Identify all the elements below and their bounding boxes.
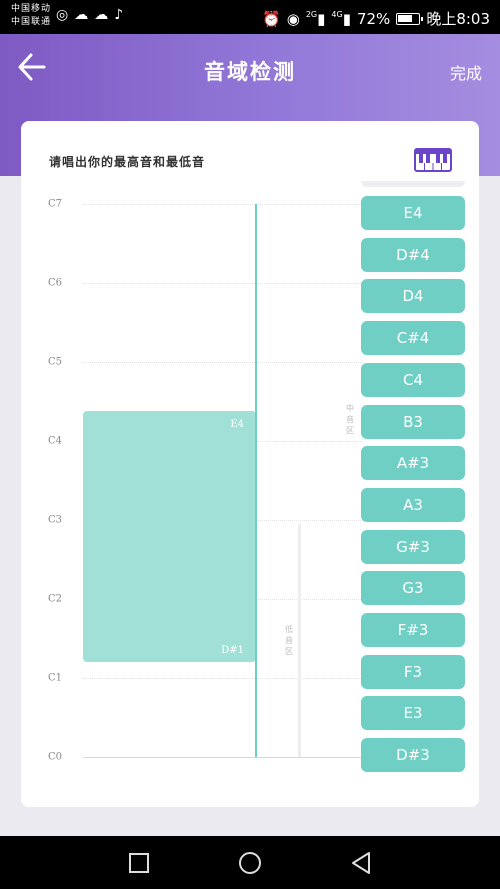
carrier-info: 中国移动 中国联通 bbox=[11, 3, 51, 29]
zone-separator-line bbox=[298, 524, 301, 757]
eye-icon: ◉ bbox=[286, 9, 300, 28]
gridline-c1 bbox=[83, 678, 363, 679]
note-button[interactable]: G3 bbox=[361, 571, 465, 606]
note-button[interactable]: E3 bbox=[361, 696, 465, 731]
cloud-icon: ☁ bbox=[94, 7, 109, 23]
page-title: 音域检测 bbox=[204, 59, 296, 84]
low-zone-label: 低音区 bbox=[285, 625, 293, 656]
back-button[interactable] bbox=[16, 50, 50, 84]
y-label-c7: C7 bbox=[48, 198, 63, 210]
signal-icon-1: 2G▮ bbox=[305, 9, 326, 28]
gridline-c7 bbox=[83, 204, 363, 205]
arrow-left-icon bbox=[18, 53, 46, 81]
status-right: ⏰ ◉ 2G▮ 4G▮ 72% 晚上8:03 bbox=[262, 8, 490, 29]
carrier-1: 中国移动 bbox=[11, 4, 52, 14]
vocal-range-bar: E4 D#1 bbox=[83, 411, 256, 662]
note-list-top-edge bbox=[361, 181, 465, 187]
status-bar: 中国移动 中国联通 ◎ ☁ ☁ ♪ ⏰ ◉ 2G▮ 4G▮ 72% 晚上8:03 bbox=[0, 0, 500, 34]
y-label-c6: C6 bbox=[48, 277, 63, 289]
note-button[interactable]: B3 bbox=[361, 404, 465, 439]
note-button[interactable]: G#3 bbox=[361, 529, 465, 564]
range-top-label: E4 bbox=[230, 419, 244, 430]
note-button[interactable]: F3 bbox=[361, 654, 465, 689]
y-label-c4: C4 bbox=[48, 435, 63, 447]
weibo-icon: ◎ bbox=[56, 7, 69, 23]
wechat-icon: ☁ bbox=[74, 7, 89, 23]
note-list[interactable]: E4 D#4 D4 C#4 C4 B3 A#3 A3 G#3 G3 F#3 F3 E3 D#3 bbox=[361, 181, 465, 807]
signal-icon-2: 4G▮ bbox=[331, 9, 351, 28]
piano-keyboard-button[interactable] bbox=[414, 148, 452, 172]
clock: 晚上8:03 bbox=[426, 10, 490, 28]
tiktok-icon: ♪ bbox=[114, 7, 124, 23]
system-nav-bar bbox=[0, 836, 500, 889]
y-label-c3: C3 bbox=[48, 514, 63, 526]
done-button[interactable]: 完成 bbox=[449, 64, 482, 83]
note-button[interactable]: C#4 bbox=[361, 321, 465, 356]
middle-zone-label: 中音区 bbox=[346, 404, 354, 435]
battery-icon bbox=[396, 12, 424, 25]
y-label-c2: C2 bbox=[48, 593, 63, 605]
back-nav-button[interactable] bbox=[348, 850, 374, 876]
range-card: 请唱出你的最高音和最低音 C7 C6 C5 C4 C3 C2 C1 C0 bbox=[21, 121, 479, 807]
piano-icon bbox=[414, 148, 452, 172]
note-button[interactable]: C4 bbox=[361, 362, 465, 397]
alarm-icon: ⏰ bbox=[262, 9, 281, 28]
gridline-c6 bbox=[83, 283, 363, 284]
gridline-c5 bbox=[83, 362, 363, 363]
range-bottom-label: D#1 bbox=[221, 645, 244, 656]
note-button[interactable]: A3 bbox=[361, 487, 465, 522]
note-button[interactable]: D#4 bbox=[361, 237, 465, 272]
y-label-c5: C5 bbox=[48, 356, 63, 368]
carrier-2: 中国联通 bbox=[11, 17, 52, 27]
note-button[interactable]: F#3 bbox=[361, 613, 465, 647]
pitch-cursor-line bbox=[255, 204, 257, 757]
home-circle-icon bbox=[239, 852, 261, 874]
note-button[interactable]: E4 bbox=[361, 196, 465, 230]
gridline-c0 bbox=[83, 757, 363, 758]
y-label-c0: C0 bbox=[48, 751, 63, 763]
notification-icons: ◎ ☁ ☁ ♪ bbox=[56, 7, 123, 23]
back-triangle-icon bbox=[352, 852, 370, 874]
prompt-text: 请唱出你的最高音和最低音 bbox=[49, 155, 206, 169]
note-button[interactable]: A#3 bbox=[361, 446, 465, 481]
home-button[interactable] bbox=[237, 850, 263, 876]
battery-percent: 72% bbox=[356, 9, 391, 28]
y-label-c1: C1 bbox=[48, 672, 63, 684]
range-chart: C7 C6 C5 C4 C3 C2 C1 C0 E4 D#1 中音区 低音区 E… bbox=[21, 181, 479, 807]
recent-apps-button[interactable] bbox=[126, 850, 152, 876]
note-button[interactable]: D4 bbox=[361, 279, 465, 314]
recent-square-icon bbox=[129, 853, 149, 873]
note-button[interactable]: D#3 bbox=[361, 738, 465, 773]
